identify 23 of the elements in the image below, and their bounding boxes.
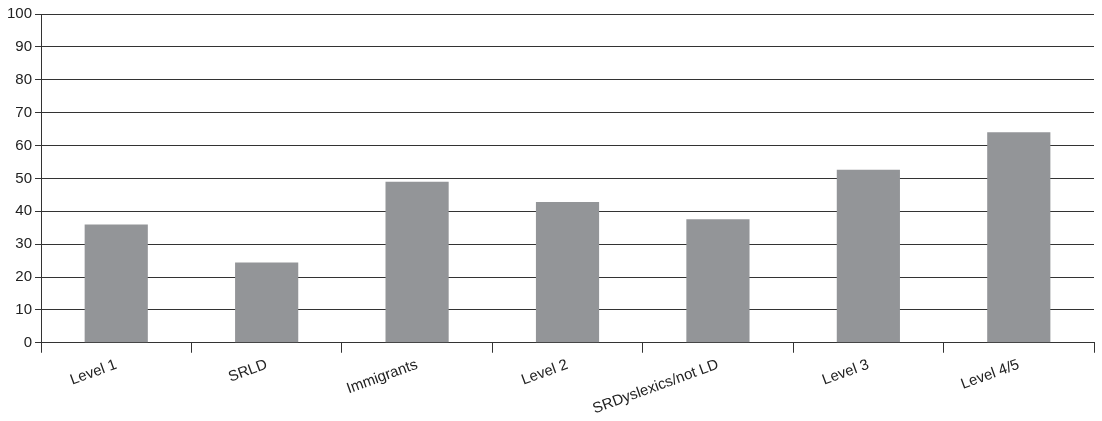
- y-tick-label: 60: [15, 135, 33, 153]
- x-tick-label: Level 3: [819, 354, 871, 388]
- y-tick-label: 10: [15, 300, 33, 318]
- x-tick-label: SRLD: [225, 354, 270, 385]
- y-tick-label: 70: [15, 102, 33, 120]
- y-tick-label: 90: [15, 37, 33, 55]
- y-tick-label: 20: [15, 267, 33, 285]
- y-tick-label: 100: [7, 4, 33, 22]
- x-tick-label: Level 1: [67, 354, 119, 388]
- x-tick-label: Level 4/5: [958, 354, 1022, 392]
- bar: [385, 181, 449, 343]
- bar: [235, 262, 299, 343]
- x-tick-label: Level 2: [518, 354, 570, 388]
- bar: [686, 219, 750, 343]
- bar: [84, 224, 148, 343]
- y-tick-label: 50: [15, 168, 33, 186]
- y-tick-label: 40: [15, 201, 33, 219]
- y-tick-label: 80: [15, 69, 33, 87]
- y-tick-label: 30: [15, 234, 33, 252]
- bar: [987, 132, 1051, 343]
- bar: [535, 202, 600, 343]
- y-tick-label: 0: [23, 332, 33, 350]
- bar: [836, 169, 900, 343]
